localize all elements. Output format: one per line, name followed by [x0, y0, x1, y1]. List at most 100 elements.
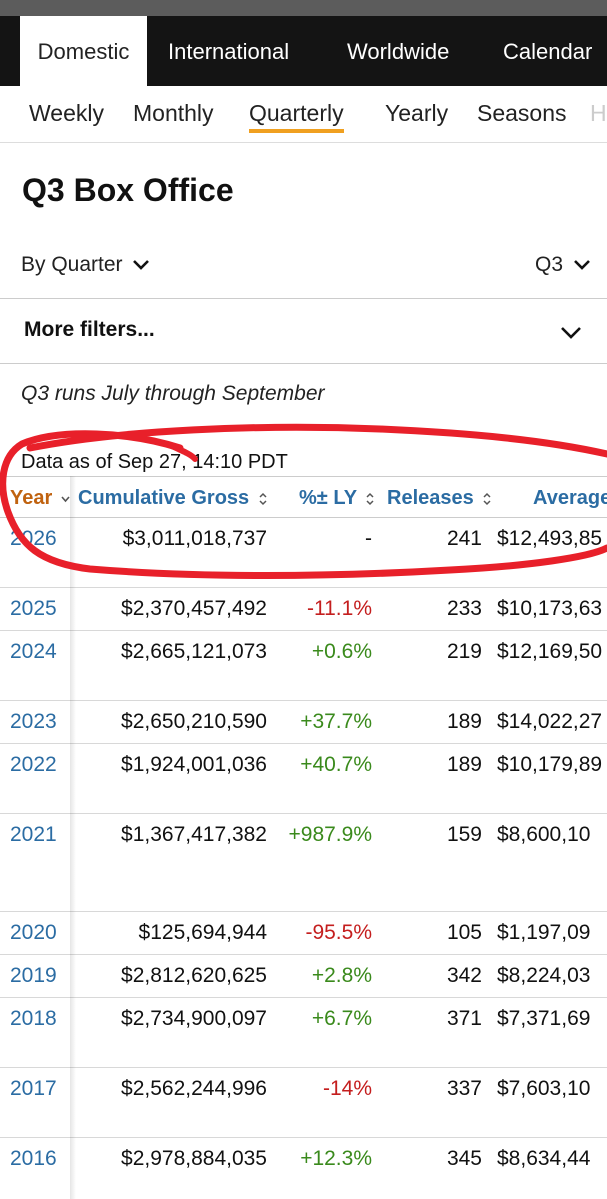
releases-count: 189 [446, 710, 482, 733]
pct-change: -11.1% [307, 597, 372, 620]
average-gross: $1,197,09 [497, 921, 591, 944]
year-link[interactable]: 2018 [10, 1007, 57, 1030]
year-link[interactable]: 2022 [10, 753, 57, 776]
subnav-yearly[interactable]: Yearly [385, 100, 449, 126]
pct-change: -95.5% [305, 921, 372, 944]
row-divider [0, 630, 607, 631]
cumulative-gross: $2,562,244,996 [121, 1077, 267, 1100]
pct-change: +0.6% [311, 640, 372, 663]
status-strip [0, 0, 607, 16]
pct-change: +40.7% [300, 753, 372, 776]
table-header: Year Cumulative Gross %± LY Releases Ave… [0, 476, 607, 518]
row-divider [0, 700, 607, 701]
chevron-down-icon[interactable] [560, 326, 582, 340]
average-gross: $14,022,27 [497, 710, 603, 733]
cumulative-gross: $125,694,944 [138, 921, 267, 944]
subnav-quarterly[interactable]: Quarterly [249, 100, 344, 133]
releases-count: 241 [446, 527, 482, 550]
releases-count: 219 [446, 640, 482, 663]
page-title: Q3 Box Office [22, 172, 234, 208]
tab-international[interactable]: International [168, 39, 290, 64]
pct-change: +2.8% [311, 964, 372, 987]
header-average[interactable]: Average [533, 487, 607, 509]
quarter-value: Q3 [535, 253, 564, 276]
header-year[interactable]: Year [10, 487, 70, 510]
tab-worldwide[interactable]: Worldwide [347, 39, 450, 64]
pct-change: -14% [322, 1077, 372, 1100]
sort-desc-icon [61, 496, 70, 502]
divider [0, 363, 607, 364]
cumulative-gross: $2,978,884,035 [121, 1147, 267, 1170]
subnav-monthly[interactable]: Monthly [133, 100, 214, 126]
releases-count: 189 [446, 753, 482, 776]
average-gross: $12,493,85 [497, 527, 603, 550]
average-gross: $8,224,03 [497, 964, 591, 987]
pct-change: +12.3% [300, 1147, 372, 1170]
releases-count: 337 [446, 1077, 482, 1100]
releases-count: 342 [446, 964, 482, 987]
row-divider [0, 1067, 607, 1068]
year-link[interactable]: 2023 [10, 710, 57, 733]
row-divider [0, 813, 607, 814]
header-year-label: Year [10, 487, 53, 509]
year-link[interactable]: 2024 [10, 640, 57, 663]
pct-change: - [365, 527, 372, 550]
sort-arrows-icon [259, 492, 267, 505]
releases-count: 371 [446, 1007, 482, 1030]
quarter-note: Q3 runs July through September [21, 382, 325, 405]
cumulative-gross: $2,665,121,073 [121, 640, 267, 663]
average-gross: $10,173,63 [497, 597, 603, 620]
sticky-column-shadow [70, 476, 76, 1199]
header-pct-label: %± LY [299, 487, 357, 509]
year-link[interactable]: 2020 [10, 921, 57, 944]
releases-count: 233 [446, 597, 482, 620]
tab-domestic[interactable]: Domestic [20, 16, 147, 86]
year-link[interactable]: 2021 [10, 823, 57, 846]
average-gross: $7,603,10 [497, 1077, 591, 1100]
pct-change: +6.7% [311, 1007, 372, 1030]
quarter-select[interactable]: Q3 [535, 253, 591, 277]
top-nav: Domestic International Worldwide Calenda… [0, 16, 607, 86]
cumulative-gross: $1,367,417,382 [121, 823, 267, 846]
tab-calendar[interactable]: Calendar [503, 39, 593, 64]
row-divider [0, 743, 607, 744]
cumulative-gross: $3,011,018,737 [122, 527, 267, 550]
row-divider [0, 1137, 607, 1138]
releases-count: 105 [446, 921, 482, 944]
by-quarter-select[interactable]: By Quarter [21, 253, 150, 277]
average-gross: $8,600,10 [497, 823, 591, 846]
year-link[interactable]: 2019 [10, 964, 57, 987]
cumulative-gross: $2,370,457,492 [121, 597, 267, 620]
header-pct-ly[interactable]: %± LY [299, 487, 375, 510]
year-link[interactable]: 2025 [10, 597, 57, 620]
divider [0, 298, 607, 299]
chevron-down-icon [133, 260, 150, 271]
cumulative-gross: $2,734,900,097 [121, 1007, 267, 1030]
sub-nav: Weekly Monthly Quarterly Yearly Seasons … [0, 86, 607, 143]
row-divider [0, 587, 607, 588]
average-gross: $7,371,69 [497, 1007, 591, 1030]
average-gross: $10,179,89 [497, 753, 603, 776]
pct-change: +987.9% [288, 823, 373, 846]
average-gross: $12,169,50 [497, 640, 603, 663]
average-gross: $8,634,44 [497, 1147, 591, 1170]
year-link[interactable]: 2016 [10, 1147, 57, 1170]
pct-change: +37.7% [300, 710, 372, 733]
sort-arrows-icon [366, 492, 374, 505]
more-filters-toggle[interactable]: More filters... [24, 318, 155, 341]
year-link[interactable]: 2017 [10, 1077, 57, 1100]
year-link[interactable]: 2026 [10, 527, 57, 550]
subnav-weekly[interactable]: Weekly [29, 100, 104, 126]
data-timestamp: Data as of Sep 27, 14:10 PDT [21, 451, 288, 473]
row-divider [0, 997, 607, 998]
cumulative-gross: $2,650,210,590 [121, 710, 267, 733]
header-gross-label: Cumulative Gross [78, 487, 250, 509]
subnav-seasons[interactable]: Seasons [477, 100, 567, 126]
chevron-down-icon [573, 260, 590, 271]
cumulative-gross: $2,812,620,625 [121, 964, 267, 987]
header-releases[interactable]: Releases [387, 487, 492, 510]
header-cumulative-gross[interactable]: Cumulative Gross [78, 487, 268, 510]
subnav-more[interactable]: H [590, 100, 607, 126]
releases-count: 159 [446, 823, 482, 846]
by-quarter-label: By Quarter [21, 253, 123, 276]
